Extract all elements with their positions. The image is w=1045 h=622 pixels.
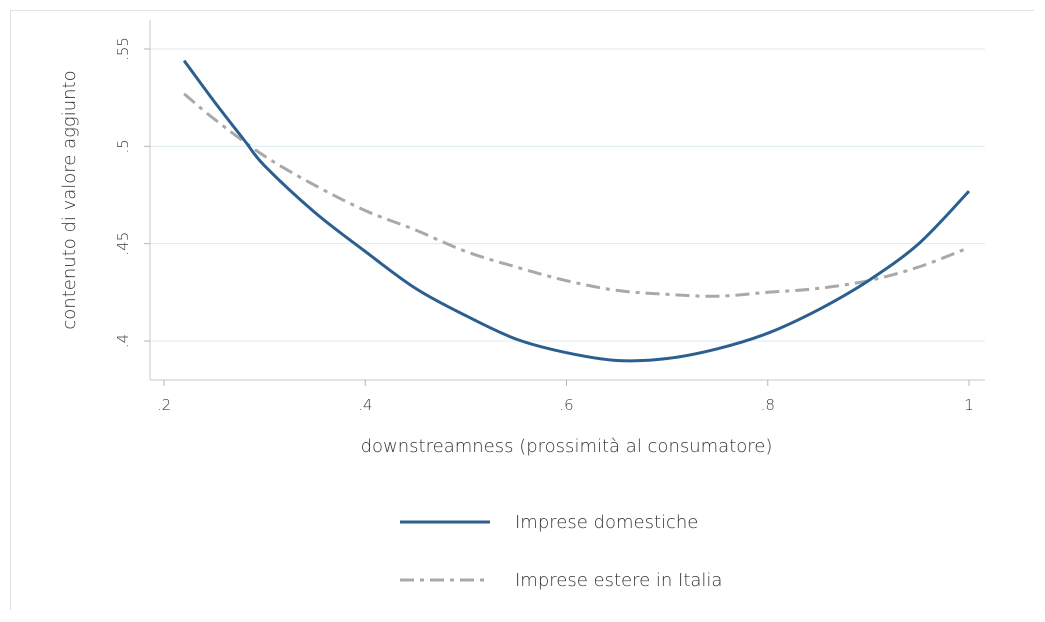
y-tick-label: .45 [114, 232, 132, 256]
legend-label: Imprese domestiche [515, 512, 698, 533]
gridlines [150, 48, 985, 342]
y-tick-label: .55 [114, 37, 132, 61]
y-axis-title: contenuto di valore aggiunto [59, 70, 80, 329]
x-tick-label: .6 [559, 396, 573, 414]
series-line-domestiche [182, 59, 971, 363]
series-line-estere [183, 92, 970, 298]
x-tick-label: .4 [358, 396, 372, 414]
x-tick-label: .8 [761, 396, 775, 414]
x-tick-label: 1 [964, 396, 974, 414]
x-axis-title: downstreamness (prossimità al consumator… [361, 436, 773, 457]
series-lines [182, 59, 971, 363]
axes: .4 .45 .5 .55 .2 .4 .6 .8 1 [114, 20, 985, 414]
legend-label: Imprese estere in Italia [515, 570, 722, 591]
y-tick-label: .5 [114, 139, 132, 153]
x-tick-label: .2 [157, 396, 171, 414]
chart-frame [10, 10, 1034, 610]
legend: Imprese domestiche Imprese estere in Ital… [400, 512, 722, 591]
y-tick-label: .4 [114, 334, 132, 348]
